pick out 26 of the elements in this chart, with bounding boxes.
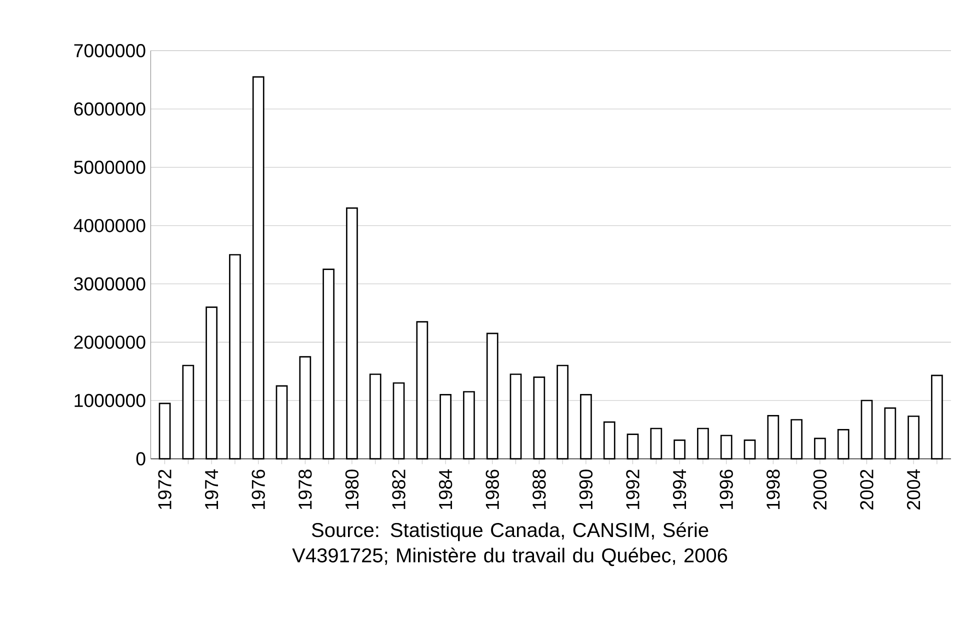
y-tick-label: 6000000 xyxy=(74,102,146,116)
x-tick-label: 1990 xyxy=(579,470,593,510)
y-tick-label: 2000000 xyxy=(74,336,146,350)
x-tick-label: 2000 xyxy=(813,470,827,510)
x-tick-label: 1978 xyxy=(298,470,312,510)
x-tick-label: 1972 xyxy=(158,470,172,510)
y-tick-label: 3000000 xyxy=(74,278,146,291)
x-tick-label: 1996 xyxy=(720,470,733,510)
x-tick-label: 2002 xyxy=(860,470,874,510)
x-tick-label: 1980 xyxy=(345,470,359,510)
source-note: Source: Statistique Canada, CANSIM, Série V4391725; Ministère du travail du Québec, 2006 xyxy=(292,522,728,566)
y-tick-label: 7000000 xyxy=(74,44,146,58)
x-tick-label: 1984 xyxy=(438,470,452,510)
y-tick-label: 1000000 xyxy=(74,394,146,408)
x-tick-label: 1986 xyxy=(486,470,499,510)
x-tick-label: 1982 xyxy=(392,470,406,510)
x-tick-label: 1976 xyxy=(252,470,265,510)
x-tick-label: 1988 xyxy=(532,470,546,510)
y-tick-label: 0 xyxy=(136,452,146,466)
x-tick-label: 1998 xyxy=(766,470,780,510)
x-tick-label: 1994 xyxy=(672,470,686,510)
y-tick-label: 5000000 xyxy=(74,160,146,174)
x-tick-label: 1992 xyxy=(626,470,640,510)
x-tick-label: 1974 xyxy=(204,470,218,510)
x-tick-label: 2004 xyxy=(906,470,920,510)
y-tick-label: 4000000 xyxy=(74,219,146,232)
